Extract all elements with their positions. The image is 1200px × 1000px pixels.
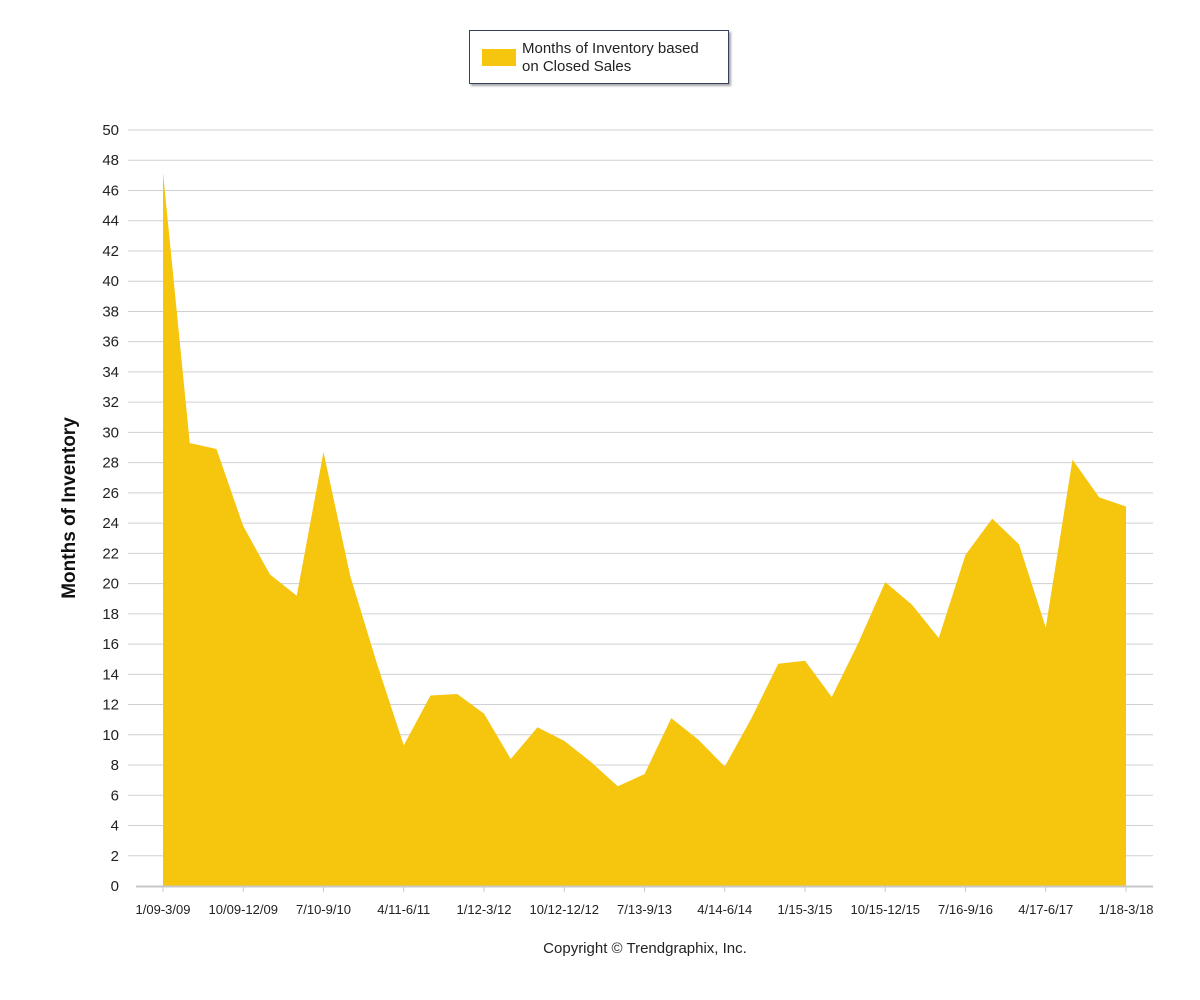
x-tick-label: 4/14-6/14: [697, 902, 752, 917]
x-tick-label: 4/11-6/11: [377, 902, 430, 917]
x-axis: [136, 885, 1153, 892]
copyright-text: Copyright © Trendgraphix, Inc.: [543, 940, 747, 957]
y-tick-label: 20: [102, 576, 119, 593]
x-tick-label: 1/15-3/15: [778, 902, 833, 917]
y-tick-label: 48: [102, 152, 119, 169]
legend-label-line2: on Closed Sales: [522, 58, 632, 75]
y-tick-label: 6: [111, 787, 119, 804]
y-tick-label: 14: [102, 666, 119, 683]
y-tick-label: 4: [111, 818, 119, 835]
x-tick-label: 10/15-12/15: [851, 902, 920, 917]
y-tick-label: 8: [111, 757, 119, 774]
x-tick-label: 4/17-6/17: [1018, 902, 1073, 917]
x-tick-label: 7/16-9/16: [938, 902, 993, 917]
y-tick-label: 38: [102, 303, 119, 320]
y-tick-label: 2: [111, 848, 119, 865]
x-tick-label: 7/10-9/10: [296, 902, 351, 917]
y-tick-label: 40: [102, 273, 119, 290]
y-tick-label: 32: [102, 394, 119, 411]
y-tick-label: 44: [102, 213, 119, 230]
legend-swatch: [482, 49, 516, 66]
x-tick-label: 1/12-3/12: [457, 902, 512, 917]
y-tick-label: 16: [102, 636, 119, 653]
y-tick-label: 36: [102, 334, 119, 351]
y-tick-label: 26: [102, 485, 119, 502]
y-tick-label: 0: [111, 878, 119, 895]
x-tick-label: 1/18-3/18: [1099, 902, 1154, 917]
y-tick-label: 50: [102, 122, 119, 139]
legend-label: Months of Inventory based on Closed Sale…: [522, 40, 722, 76]
y-tick-label: 30: [102, 424, 119, 441]
y-tick-label: 24: [102, 515, 119, 532]
x-tick-labels: 1/09-3/09 10/09-12/09 7/10-9/10 4/11-6/11 1/…: [136, 902, 1154, 917]
y-tick-label: 22: [102, 545, 119, 562]
y-tick-labels: 0246810121416182022242628303234363840424…: [102, 122, 119, 895]
area-series: [162, 172, 1127, 887]
x-tick-label: 1/09-3/09: [136, 902, 191, 917]
y-tick-label: 46: [102, 182, 119, 199]
x-tick-label: 7/13-9/13: [617, 902, 672, 917]
y-tick-label: 10: [102, 727, 119, 744]
legend-label-line1: Months of Inventory based: [522, 40, 699, 57]
y-tick-label: 12: [102, 697, 119, 714]
y-tick-label: 18: [102, 606, 119, 623]
x-tick-label: 10/12-12/12: [530, 902, 599, 917]
legend: Months of Inventory based on Closed Sale…: [469, 30, 729, 84]
x-tick-label: 10/09-12/09: [209, 902, 278, 917]
y-tick-label: 28: [102, 455, 119, 472]
area-fill: [163, 172, 1126, 887]
y-tick-label: 34: [102, 364, 119, 381]
y-tick-label: 42: [102, 243, 119, 260]
y-axis-label: Months of Inventory: [59, 417, 80, 599]
